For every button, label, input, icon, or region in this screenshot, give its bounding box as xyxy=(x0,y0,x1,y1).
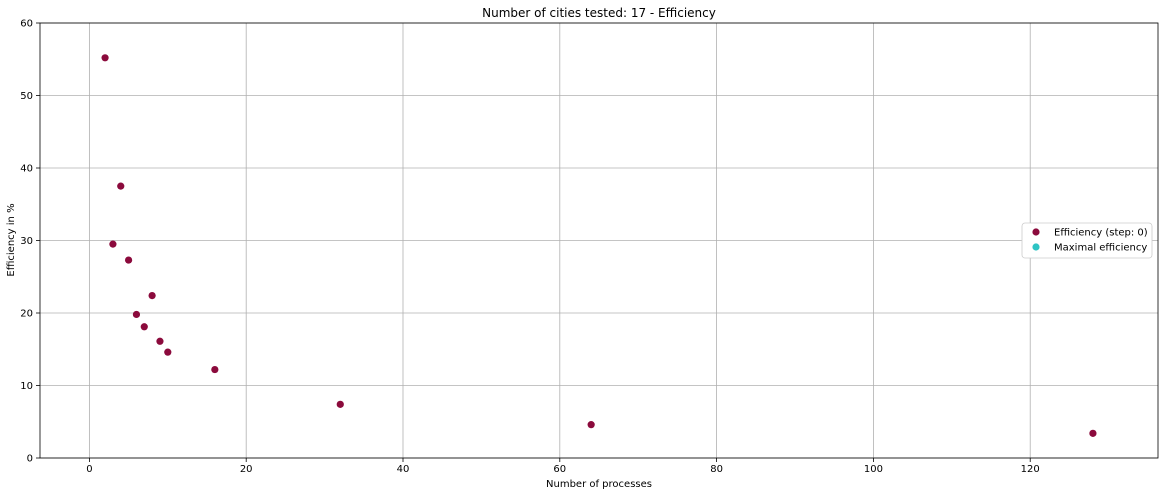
data-point-series-0 xyxy=(101,54,109,62)
data-point-series-0 xyxy=(148,292,156,300)
data-point-series-0 xyxy=(124,256,133,264)
legend: Efficiency (step: 0) Maximal efficiency xyxy=(1021,222,1153,259)
data-point-series-0 xyxy=(109,240,117,248)
x-tick-label: 0 xyxy=(86,464,92,475)
data-point-series-0 xyxy=(156,337,164,345)
chart-title: Number of cities tested: 17 - Efficiency xyxy=(482,6,716,20)
x-axis-label: Number of processes xyxy=(546,479,652,490)
axes-layer: 0 20 40 60 80 100 120 0 10 20 30 40 50 60 xyxy=(20,19,1159,475)
x-tick-label: 100 xyxy=(864,464,883,475)
y-tick-label: 10 xyxy=(20,381,33,392)
data-point-series-0 xyxy=(164,348,172,356)
legend-marker-series-1 xyxy=(1032,243,1040,251)
legend-label-series-0: Efficiency (step: 0) xyxy=(1054,228,1148,239)
y-tick-label: 20 xyxy=(20,309,33,320)
x-tick-label: 80 xyxy=(710,464,723,475)
plot-frame xyxy=(39,22,1159,459)
data-point-series-0 xyxy=(211,365,219,374)
data-point-series-0 xyxy=(587,421,595,429)
data-point-series-0 xyxy=(117,182,125,190)
data-point-series-0 xyxy=(132,310,141,319)
data-point-series-0 xyxy=(336,400,344,408)
legend-label-series-1: Maximal efficiency xyxy=(1054,243,1147,254)
x-tick-label: 40 xyxy=(397,464,410,475)
y-tick-label: 50 xyxy=(20,91,33,102)
points-layer xyxy=(101,54,1097,437)
y-tick-label: 30 xyxy=(20,236,33,247)
y-tick-label: 60 xyxy=(20,19,33,30)
y-tick-label: 40 xyxy=(20,164,33,175)
y-tick-label: 0 xyxy=(27,454,33,465)
y-axis-label: Efficiency in % xyxy=(6,203,17,276)
x-tick-label: 20 xyxy=(240,464,253,475)
x-tick-label: 120 xyxy=(1021,464,1040,475)
legend-box xyxy=(1021,222,1153,259)
x-tick-label: 60 xyxy=(553,464,566,475)
legend-marker-series-0 xyxy=(1032,228,1040,236)
data-point-series-0 xyxy=(140,323,148,331)
data-point-series-0 xyxy=(1089,429,1097,437)
